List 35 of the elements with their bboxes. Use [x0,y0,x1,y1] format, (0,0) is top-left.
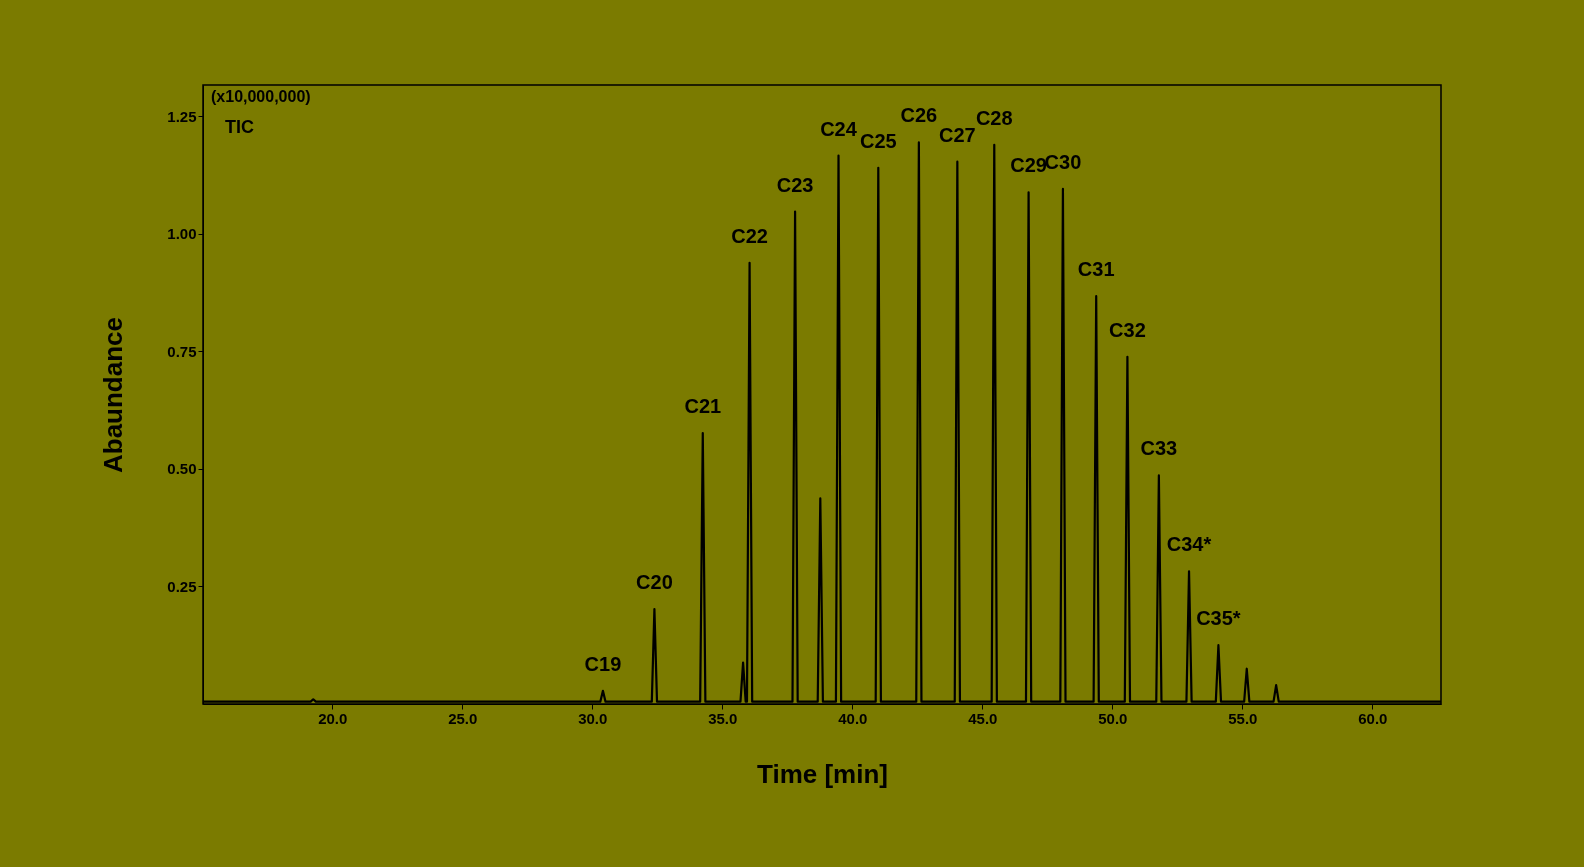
annotation: C21 [684,395,722,418]
y-tick-label: 1.00 [167,225,197,243]
annotation: C20 [636,570,673,593]
x-tick-label: 35.0 [708,709,738,727]
annotation: C29 [1010,154,1047,177]
annotation: C30 [1044,150,1082,173]
x-tick-label: 25.0 [448,709,478,727]
annotation: C34* [1166,533,1212,556]
y-tick-label: 0.50 [167,460,197,478]
annotation: C24 [820,117,858,140]
x-tick-label: 60.0 [1358,709,1388,727]
y-axis-title: Abaundance [98,316,129,474]
annotation: C35* [1196,607,1241,630]
annotation: C27 [938,123,976,146]
annotation: C33 [1140,437,1178,460]
x-tick-label: 50.0 [1098,709,1128,727]
annotation: C23 [776,173,814,196]
y-tick-label: 0.25 [167,577,197,595]
annotation: C22 [731,224,768,247]
x-tick-label: 55.0 [1228,709,1258,727]
x-tick-label: 45.0 [968,709,998,727]
annotation: C28 [975,106,1013,129]
x-tick-label: 40.0 [838,709,868,727]
y-tick-label: 1.25 [167,107,197,125]
y-tick-label: 0.75 [167,342,197,360]
x-axis-title: Time [min] [757,758,888,789]
annotation: C25 [859,129,897,152]
annotation: (x10,000,000) [211,88,311,105]
annotation: C26 [900,104,938,127]
x-tick-label: 20.0 [318,709,348,727]
annotation: TIC [225,117,254,137]
annotation: C31 [1077,258,1115,281]
annotation: C32 [1109,318,1146,341]
x-tick-label: 30.0 [578,709,608,727]
annotation: C19 [584,652,622,675]
